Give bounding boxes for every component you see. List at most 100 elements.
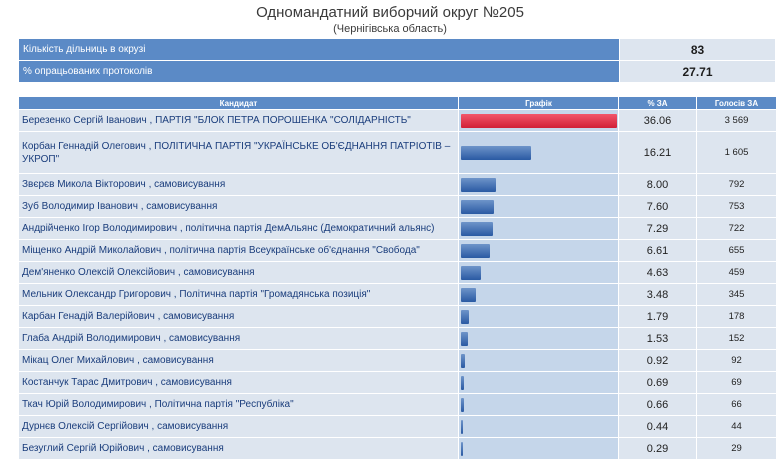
pct-value: 36.06 — [618, 109, 697, 132]
graph-cell — [458, 437, 619, 460]
candidate-name[interactable]: Березенко Сергій Іванович — [22, 115, 147, 126]
candidate-cell: Костанчук Тарас Дмитрович , самовисуванн… — [18, 371, 459, 394]
candidate-cell: Дурнєв Олексій Сергійович , самовисуванн… — [18, 415, 459, 438]
votes-value: 178 — [696, 305, 777, 328]
pct-value: 0.44 — [618, 415, 697, 438]
graph-cell — [458, 415, 619, 438]
votes-value: 66 — [696, 393, 777, 416]
votes-value: 3 569 — [696, 109, 777, 132]
candidate-party: , самовисування — [148, 179, 226, 190]
vote-share-bar — [461, 199, 494, 214]
candidate-name[interactable]: Безуглий Сергій Юрійович — [22, 443, 145, 454]
pct-value: 8.00 — [618, 173, 697, 196]
votes-value: 44 — [696, 415, 777, 438]
candidate-party: , самовисування — [147, 443, 224, 454]
candidate-cell: Ткач Юрій Володимирович , Політична парт… — [18, 393, 459, 416]
column-header-votes[interactable]: Голосів ЗА — [696, 96, 777, 110]
column-header-graph[interactable]: Графік — [458, 96, 619, 110]
candidate-name[interactable]: Міщенко Андрій Миколайович — [22, 245, 162, 256]
page-title: Одномандатний виборчий округ №205 — [256, 4, 524, 21]
candidate-cell: Корбан Геннадій Олегович , ПОЛІТИЧНА ПАР… — [18, 131, 459, 174]
candidate-party: , самовисування — [155, 377, 232, 388]
vote-share-bar — [461, 353, 465, 368]
graph-cell — [458, 217, 619, 240]
pct-value: 16.21 — [618, 131, 697, 174]
votes-value: 92 — [696, 349, 777, 372]
candidate-name[interactable]: Андрійченко Ігор Володимирович — [22, 223, 178, 234]
results-table: Кандидат Графік % ЗА Голосів ЗА Березенк… — [18, 96, 777, 460]
table-row: Мікац Олег Михайлович , самовисування 0.9… — [18, 349, 777, 372]
candidate-cell: Звєрєв Микола Вікторович , самовисування — [18, 173, 459, 196]
candidate-party: , самовисування — [151, 421, 229, 432]
candidate-name[interactable]: Корбан Геннадій Олегович — [22, 140, 146, 152]
candidate-cell: Міщенко Андрій Миколайович , політична п… — [18, 239, 459, 262]
vote-share-bar — [461, 375, 464, 390]
candidate-name[interactable]: Глаба Андрій Володимирович — [22, 333, 161, 344]
table-row: Дурнєв Олексій Сергійович , самовисуванн… — [18, 415, 777, 438]
pct-value: 1.79 — [618, 305, 697, 328]
graph-cell — [458, 371, 619, 394]
candidate-name[interactable]: Зуб Володимир Іванович — [22, 201, 138, 212]
graph-cell — [458, 261, 619, 284]
graph-cell — [458, 283, 619, 306]
candidate-name[interactable]: Карбан Генадій Валерійович — [22, 311, 155, 322]
graph-cell — [458, 393, 619, 416]
candidate-cell: Зуб Володимир Іванович , самовисування — [18, 195, 459, 218]
graph-cell — [458, 349, 619, 372]
graph-cell — [458, 239, 619, 262]
graph-cell — [458, 305, 619, 328]
vote-share-bar — [461, 221, 493, 236]
summary-table: Кількість дільниць в окрузі 83 % опрацьо… — [18, 38, 776, 83]
candidate-cell: Мікац Олег Михайлович , самовисування — [18, 349, 459, 372]
votes-value: 1 605 — [696, 131, 777, 174]
column-header-pct[interactable]: % ЗА — [618, 96, 697, 110]
candidate-name[interactable]: Дурнєв Олексій Сергійович — [22, 421, 149, 432]
vote-share-bar — [461, 441, 463, 456]
votes-value: 722 — [696, 217, 777, 240]
table-row: Глаба Андрій Володимирович , самовисуван… — [18, 327, 777, 350]
pct-value: 0.92 — [618, 349, 697, 372]
table-row: Безуглий Сергій Юрійович , самовисування… — [18, 437, 777, 460]
summary-value: 83 — [619, 38, 776, 61]
vote-share-bar — [461, 145, 531, 160]
table-row: Зуб Володимир Іванович , самовисування 7.… — [18, 195, 777, 218]
vote-share-bar — [461, 287, 476, 302]
results-header-row: Кандидат Графік % ЗА Голосів ЗА — [18, 96, 777, 110]
candidate-party: , самовисування — [163, 333, 241, 344]
vote-share-bar — [461, 331, 468, 346]
table-row: Андрійченко Ігор Володимирович , політич… — [18, 217, 777, 240]
candidate-cell: Дем'яненко Олексій Олексійович , самовис… — [18, 261, 459, 284]
summary-row: % опрацьованих протоколів 27.71 — [18, 60, 776, 83]
candidate-name[interactable]: Звєрєв Микола Вікторович — [22, 179, 146, 190]
candidate-party: , самовисування — [157, 311, 235, 322]
column-header-candidate[interactable]: Кандидат — [18, 96, 459, 110]
candidate-name[interactable]: Дем'яненко Олексій Олексійович — [22, 267, 176, 278]
candidate-name[interactable]: Мікац Олег Михайлович — [22, 355, 135, 366]
candidate-name[interactable]: Ткач Юрій Володимирович — [22, 399, 147, 410]
candidate-name[interactable]: Костанчук Тарас Дмитрович — [22, 377, 153, 388]
vote-share-bar — [461, 243, 490, 258]
candidate-cell: Мельник Олександр Григорович , Політична… — [18, 283, 459, 306]
candidate-cell: Андрійченко Ігор Володимирович , політич… — [18, 217, 459, 240]
candidate-party: , самовисування — [177, 267, 255, 278]
candidate-party: , ПАРТІЯ "БЛОК ПЕТРА ПОРОШЕНКА "СОЛІДАРН… — [149, 115, 411, 126]
candidate-cell: Карбан Генадій Валерійович , самовисуван… — [18, 305, 459, 328]
table-row: Міщенко Андрій Миколайович , політична п… — [18, 239, 777, 262]
votes-value: 29 — [696, 437, 777, 460]
graph-cell — [458, 109, 619, 132]
candidate-party: , Політична партія "Республіка" — [149, 399, 294, 410]
graph-cell — [458, 131, 619, 174]
table-row: Звєрєв Микола Вікторович , самовисування… — [18, 173, 777, 196]
pct-value: 4.63 — [618, 261, 697, 284]
graph-cell — [458, 173, 619, 196]
votes-value: 69 — [696, 371, 777, 394]
votes-value: 655 — [696, 239, 777, 262]
table-row: Карбан Генадій Валерійович , самовисуван… — [18, 305, 777, 328]
candidate-party: , самовисування — [137, 355, 214, 366]
votes-value: 152 — [696, 327, 777, 350]
candidate-name[interactable]: Мельник Олександр Григорович — [22, 289, 172, 300]
table-row: Корбан Геннадій Олегович , ПОЛІТИЧНА ПАР… — [18, 131, 777, 174]
candidate-party: , ПОЛІТИЧНА ПАРТІЯ "УКРАЇНСЬКЕ ОБ'ЄДНАНН… — [22, 140, 451, 165]
table-row: Ткач Юрій Володимирович , Політична парт… — [18, 393, 777, 416]
votes-value: 345 — [696, 283, 777, 306]
